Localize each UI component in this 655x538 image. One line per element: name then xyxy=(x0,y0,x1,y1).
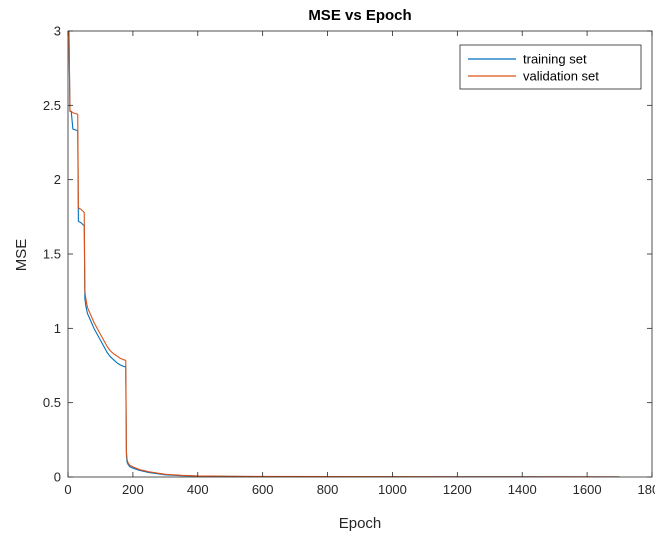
x-tick-label: 1000 xyxy=(378,482,407,497)
chart-title: MSE vs Epoch xyxy=(308,7,411,24)
y-tick-label: 2 xyxy=(54,172,61,187)
y-tick-label: 1.5 xyxy=(43,247,61,262)
x-tick-label: 600 xyxy=(252,482,274,497)
x-tick-label: 0 xyxy=(64,482,71,497)
legend-label: training set xyxy=(523,52,587,67)
x-tick-label: 1600 xyxy=(573,482,602,497)
y-tick-label: 0.5 xyxy=(43,395,61,410)
x-tick-label: 800 xyxy=(317,482,339,497)
y-tick-label: 2.5 xyxy=(43,98,61,113)
x-tick-label: 200 xyxy=(122,482,144,497)
y-tick-label: 0 xyxy=(54,470,61,485)
legend: training set validation set xyxy=(459,44,642,90)
legend-box xyxy=(459,44,642,90)
legend-label: validation set xyxy=(523,69,599,84)
x-axis-label: Epoch xyxy=(339,515,382,532)
y-tick-label: 1 xyxy=(54,321,61,336)
series-line-validation-set xyxy=(68,31,620,477)
y-axis-label: MSE xyxy=(13,239,30,272)
x-tick-label: 1200 xyxy=(443,482,472,497)
y-tick-label: 3 xyxy=(54,24,61,39)
x-tick-label: 400 xyxy=(187,482,209,497)
series-group xyxy=(68,31,620,477)
x-tick-label: 1400 xyxy=(508,482,537,497)
